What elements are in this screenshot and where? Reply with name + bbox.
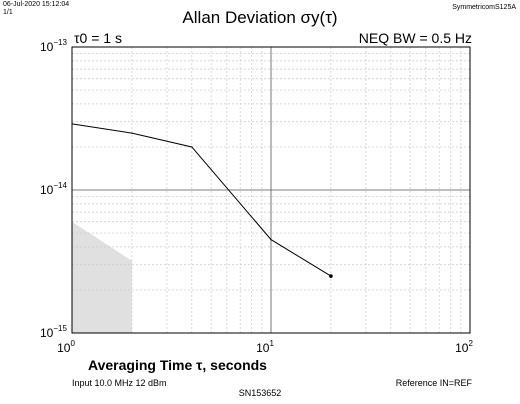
noise-floor-region xyxy=(72,221,132,333)
reference-note: Reference IN=REF xyxy=(395,378,472,388)
data-point xyxy=(131,132,133,134)
y-tick-label: 10−14 xyxy=(40,181,67,197)
data-point xyxy=(329,274,333,278)
x-tick-label: 102 xyxy=(455,339,473,355)
header-count: 1/1 xyxy=(3,9,13,16)
x-tick-label: 100 xyxy=(57,339,75,355)
serial-number: SN153652 xyxy=(238,388,282,398)
x-tick-label: 101 xyxy=(256,339,274,355)
y-tick-label: 10−15 xyxy=(40,324,67,340)
y-tick-label: 10−13 xyxy=(40,38,67,54)
header-instrument: SymmetricomS125A xyxy=(452,4,516,11)
data-point xyxy=(191,146,193,148)
header-date: 06-Jul-2020 15:12:04 xyxy=(3,1,70,8)
chart-title: Allan Deviation σy(τ) xyxy=(182,8,338,27)
input-note: Input 10.0 MHz 12 dBm xyxy=(72,378,167,388)
tau0-label: τ0 = 1 s xyxy=(74,30,122,46)
plot-frame xyxy=(71,46,471,334)
data-point xyxy=(71,123,73,125)
data-point xyxy=(270,238,272,241)
neq-bw-label: NEQ BW = 0.5 Hz xyxy=(358,30,472,46)
x-axis-label: Averaging Time τ, seconds xyxy=(88,357,267,373)
